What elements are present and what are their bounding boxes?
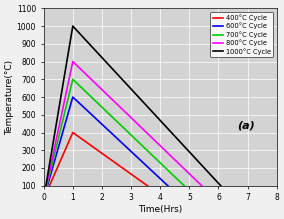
400°C Cycle — [42, 198, 45, 200]
Line: 400°C Cycle: 400°C Cycle — [44, 132, 166, 199]
Y-axis label: Temperature(°C): Temperature(°C) — [5, 60, 14, 135]
700°C Cycle — [71, 78, 74, 81]
800°C Cycle — [214, 198, 217, 200]
600°C Cycle — [180, 198, 184, 200]
Text: (a): (a) — [237, 121, 255, 131]
1000°C Cycle — [71, 25, 74, 27]
1000°C Cycle — [231, 198, 235, 200]
700°C Cycle — [42, 198, 45, 200]
600°C Cycle — [71, 96, 74, 98]
800°C Cycle — [42, 198, 45, 200]
Line: 600°C Cycle: 600°C Cycle — [44, 97, 182, 199]
Line: 1000°C Cycle: 1000°C Cycle — [44, 26, 233, 199]
Legend: 400°C Cycle, 600°C Cycle, 700°C Cycle, 800°C Cycle, 1000°C Cycle: 400°C Cycle, 600°C Cycle, 700°C Cycle, 8… — [210, 12, 273, 57]
700°C Cycle — [196, 198, 200, 200]
400°C Cycle — [164, 198, 168, 200]
1000°C Cycle — [42, 198, 45, 200]
Line: 800°C Cycle: 800°C Cycle — [44, 62, 216, 199]
Line: 700°C Cycle: 700°C Cycle — [44, 79, 198, 199]
X-axis label: Time(Hrs): Time(Hrs) — [138, 205, 182, 214]
600°C Cycle — [42, 198, 45, 200]
800°C Cycle — [71, 60, 74, 63]
400°C Cycle — [71, 131, 74, 134]
